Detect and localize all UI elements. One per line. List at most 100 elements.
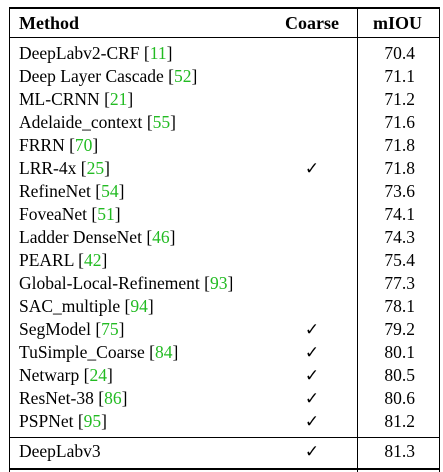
column-divider-miou	[357, 7, 358, 472]
method-name: RefineNet	[19, 181, 91, 201]
bottom-rule	[9, 468, 440, 470]
miou-value: 75.4	[384, 250, 415, 270]
table-row: ResNet-38 [86] ✓ 80.6	[0, 387, 443, 410]
citation-link[interactable]: 42	[83, 250, 102, 270]
coarse-check-icon: ✓	[304, 343, 320, 362]
method-name: Netwarp	[19, 365, 80, 385]
citation-link[interactable]: 95	[83, 411, 102, 431]
table-row: TuSimple_Coarse [84] ✓ 80.1	[0, 341, 443, 364]
citation-link[interactable]: 11	[149, 43, 167, 63]
method-cell: FoveaNet [51]	[19, 204, 121, 224]
method-name: DeepLabv2-CRF	[19, 43, 140, 63]
method-cell: DeepLabv3	[19, 440, 101, 463]
table-row: RefineNet [54] 73.6	[0, 180, 443, 203]
miou-value: 78.1	[384, 296, 415, 316]
citation-link[interactable]: 86	[104, 388, 122, 408]
table-row: FRRN [70] 71.8	[0, 134, 443, 157]
miou-value: 79.2	[384, 319, 415, 339]
table-row: Adelaide_context [55] 71.6	[0, 111, 443, 134]
group-separator-rule	[9, 437, 440, 438]
method-name: Global-Local-Refinement	[19, 273, 200, 293]
citation-link[interactable]: 21	[109, 89, 128, 109]
miou-value: 74.1	[384, 204, 415, 224]
table-row: DeepLabv2-CRF [11] 70.4	[0, 42, 443, 65]
citation-link[interactable]: 25	[86, 158, 105, 178]
method-name: SegModel	[19, 319, 91, 339]
method-cell: RefineNet [54]	[19, 181, 125, 201]
header-coarse: Coarse	[285, 13, 339, 33]
header-method: Method	[19, 13, 79, 33]
table-row: SegModel [75] ✓ 79.2	[0, 318, 443, 341]
method-cell: PEARL [42]	[19, 250, 108, 270]
method-cell: FRRN [70]	[19, 135, 99, 155]
miou-value: 81.3	[384, 441, 415, 461]
table-row: LRR-4x [25] ✓ 71.8	[0, 157, 443, 180]
table-row: Global-Local-Refinement [93] 77.3	[0, 272, 443, 295]
table-row: PSPNet [95] ✓ 81.2	[0, 410, 443, 433]
method-cell: Deep Layer Cascade [52]	[19, 66, 198, 86]
table-row: SAC_multiple [94] 78.1	[0, 295, 443, 318]
citation-link[interactable]: 84	[154, 342, 173, 362]
citation-link[interactable]: 46	[152, 227, 170, 247]
method-cell: SegModel [75]	[19, 319, 125, 339]
method-cell: Netwarp [24]	[19, 365, 113, 385]
coarse-check-icon: ✓	[304, 412, 320, 431]
miou-value: 71.1	[384, 66, 415, 86]
miou-value: 74.3	[384, 227, 415, 247]
table-row: Deep Layer Cascade [52] 71.1	[0, 65, 443, 88]
column-divider-left	[9, 7, 10, 472]
method-name: FRRN	[19, 135, 65, 155]
table-row: Netwarp [24] ✓ 80.5	[0, 364, 443, 387]
method-cell: ResNet-38 [86]	[19, 388, 128, 408]
miou-value: 80.6	[384, 388, 415, 408]
citation-link[interactable]: 75	[101, 319, 119, 339]
method-cell: Ladder DenseNet [46]	[19, 227, 176, 247]
method-name: Deep Layer Cascade	[19, 66, 164, 86]
table-row: FoveaNet [51] 74.1	[0, 203, 443, 226]
method-name: TuSimple_Coarse	[19, 342, 145, 362]
top-rule	[9, 7, 440, 9]
citation-link[interactable]: 93	[209, 273, 228, 293]
method-cell: Global-Local-Refinement [93]	[19, 273, 234, 293]
header-miou: mIOU	[373, 13, 422, 33]
table-row: ML-CRNN [21] 71.2	[0, 88, 443, 111]
method-name: Adelaide_context	[19, 112, 143, 132]
citation-link[interactable]: 54	[101, 181, 119, 201]
method-name: DeepLabv3	[19, 441, 101, 461]
miou-value: 80.5	[384, 365, 415, 385]
table-row: Ladder DenseNet [46] 74.3	[0, 226, 443, 249]
method-cell: TuSimple_Coarse [84]	[19, 342, 179, 362]
miou-value: 73.6	[384, 181, 415, 201]
miou-value: 80.1	[384, 342, 415, 362]
method-name: FoveaNet	[19, 204, 88, 224]
miou-value: 81.2	[384, 411, 415, 431]
miou-value: 71.2	[384, 89, 415, 109]
method-name: PSPNet	[19, 411, 74, 431]
citation-link[interactable]: 55	[152, 112, 171, 132]
miou-value: 70.4	[384, 43, 415, 63]
method-name: LRR-4x	[19, 158, 77, 178]
method-cell: SAC_multiple [94]	[19, 296, 154, 316]
method-cell: DeepLabv2-CRF [11]	[19, 43, 173, 63]
miou-value: 71.8	[384, 158, 415, 178]
citation-link[interactable]: 70	[74, 135, 93, 155]
method-cell: LRR-4x [25]	[19, 158, 110, 178]
coarse-check-icon: ✓	[304, 320, 320, 339]
miou-value: 71.6	[384, 112, 415, 132]
method-name: SAC_multiple	[19, 296, 121, 316]
method-cell: PSPNet [95]	[19, 411, 107, 431]
coarse-check-icon: ✓	[304, 442, 320, 461]
coarse-check-icon: ✓	[304, 366, 320, 385]
citation-link[interactable]: 24	[89, 365, 107, 385]
miou-value: 77.3	[384, 273, 415, 293]
citation-link[interactable]: 51	[97, 204, 115, 224]
header-rule	[9, 37, 440, 38]
method-cell: Adelaide_context [55]	[19, 112, 176, 132]
method-name: Ladder DenseNet	[19, 227, 142, 247]
citation-link[interactable]: 52	[173, 66, 192, 86]
method-name: PEARL	[19, 250, 74, 270]
method-cell: ML-CRNN [21]	[19, 89, 134, 109]
method-name: ResNet-38	[19, 388, 94, 408]
citation-link[interactable]: 94	[130, 296, 148, 316]
